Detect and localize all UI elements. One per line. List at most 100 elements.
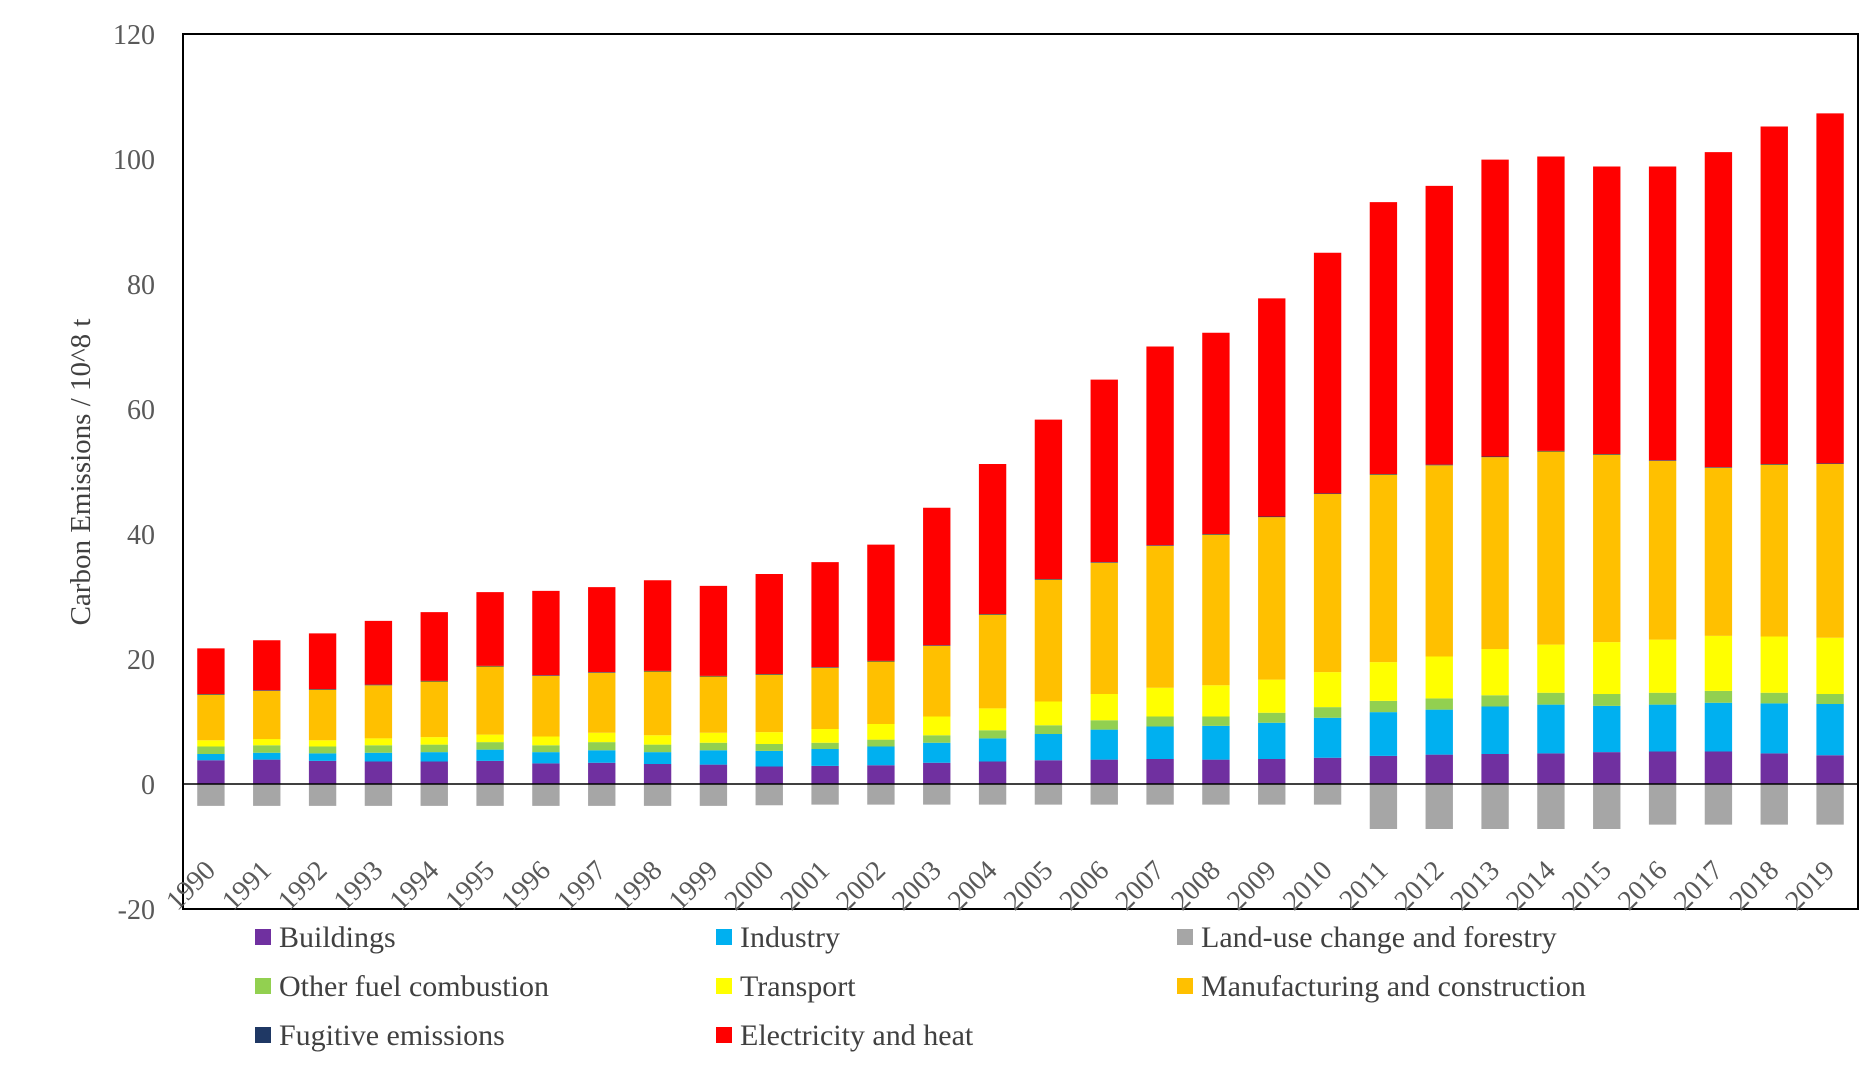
bar-segment-industry-2004	[978, 738, 1007, 762]
bar-segment-electricity-and-heat-2009	[1258, 298, 1286, 517]
bar-segment-other-fuel-combustion-2005	[1034, 725, 1063, 734]
bar-segment-manufacturing-and-construction-2001	[811, 667, 839, 729]
bar-segment-manufacturing-and-construction-1996	[532, 675, 560, 737]
bar-segment-buildings-1991	[253, 759, 281, 785]
bar-segment-electricity-and-heat-1998	[643, 580, 672, 671]
bar-segment-buildings-2017	[1704, 751, 1733, 784]
bar-segment-land-use-change-and-forestry-2010	[1313, 784, 1342, 805]
x-tick-label: 1995	[440, 855, 502, 917]
x-tick-label: 1992	[272, 855, 334, 917]
bar-segment-transport-2004	[978, 708, 1007, 731]
x-tick-label: 2014	[1500, 855, 1562, 917]
bar-segment-industry-2008	[1202, 725, 1230, 760]
bar-segment-other-fuel-combustion-2018	[1760, 692, 1788, 704]
bar-segment-industry-1998	[643, 752, 672, 765]
bar-segment-land-use-change-and-forestry-2000	[755, 784, 783, 806]
bar-segment-fugitive-emissions-1996	[532, 675, 560, 676]
bar-segment-transport-2019	[1816, 637, 1844, 694]
bar-segment-electricity-and-heat-2018	[1760, 126, 1788, 464]
bar-segment-fugitive-emissions-2002	[867, 660, 895, 662]
bar-segment-buildings-2002	[867, 765, 895, 784]
bar-segment-other-fuel-combustion-2017	[1704, 690, 1733, 703]
bar-segment-other-fuel-combustion-2003	[923, 735, 951, 743]
bar-segment-manufacturing-and-construction-1993	[364, 685, 393, 739]
x-tick-label: 2002	[830, 855, 892, 917]
bar-segment-electricity-and-heat-1990	[197, 648, 225, 694]
legend-label: Manufacturing and construction	[1201, 970, 1586, 1003]
bar-segment-fugitive-emissions-2008	[1202, 534, 1230, 535]
x-tick-label: 2011	[1334, 855, 1395, 916]
bar-segment-other-fuel-combustion-1997	[588, 742, 616, 751]
bar-segment-electricity-and-heat-2012	[1425, 185, 1453, 465]
legend-swatch	[716, 1027, 732, 1043]
legend-item: Land-use change and forestry	[1177, 921, 1557, 954]
bar-segment-transport-2007	[1146, 687, 1174, 717]
bar-segment-manufacturing-and-construction-2006	[1090, 562, 1118, 694]
x-tick-label: 2009	[1221, 855, 1283, 917]
bar-segment-buildings-1999	[699, 764, 728, 784]
bar-segment-other-fuel-combustion-1998	[643, 744, 672, 753]
bar-segment-industry-1990	[197, 754, 225, 761]
bar-segment-transport-1997	[588, 732, 616, 743]
bar-segment-transport-2016	[1648, 639, 1677, 693]
bar-segment-other-fuel-combustion-2019	[1816, 694, 1844, 704]
bar-segment-manufacturing-and-construction-2005	[1034, 579, 1063, 702]
bar-segment-land-use-change-and-forestry-1994	[420, 784, 448, 806]
y-tick-label: -20	[118, 895, 155, 926]
bar-segment-manufacturing-and-construction-2002	[867, 661, 895, 724]
bar-segment-industry-1999	[699, 750, 728, 765]
bar-segment-industry-2001	[811, 749, 839, 766]
bar-segment-buildings-2007	[1146, 759, 1174, 784]
bar-segment-other-fuel-combustion-2007	[1146, 716, 1174, 727]
legend-item: Industry	[716, 921, 840, 954]
bar-segment-fugitive-emissions-2013	[1481, 456, 1509, 458]
y-axis-title: Carbon Emissions / 10^8 t	[65, 319, 97, 626]
bar-segment-transport-2005	[1034, 701, 1063, 726]
bar-segment-buildings-1995	[476, 760, 504, 785]
legend-swatch	[1177, 978, 1193, 994]
plot-area-frame	[182, 33, 1859, 910]
bar-segment-industry-1994	[420, 752, 448, 762]
bar-segment-manufacturing-and-construction-1992	[308, 689, 337, 741]
bar-segment-manufacturing-and-construction-1997	[588, 672, 616, 733]
y-tick-label: 20	[127, 645, 155, 676]
bar-segment-fugitive-emissions-2000	[755, 674, 783, 675]
bar-segment-transport-2006	[1090, 694, 1118, 721]
bar-segment-electricity-and-heat-2000	[755, 574, 783, 674]
bar-segment-electricity-and-heat-1991	[253, 640, 281, 691]
bar-segment-land-use-change-and-forestry-2004	[978, 784, 1007, 805]
bar-segment-buildings-2019	[1816, 755, 1844, 784]
bar-segment-electricity-and-heat-2015	[1593, 166, 1621, 454]
bar-segment-transport-2001	[811, 729, 839, 743]
x-tick-label: 2001	[775, 855, 837, 917]
bar-segment-electricity-and-heat-2014	[1537, 156, 1565, 451]
bar-segment-industry-2017	[1704, 702, 1733, 752]
bar-segment-buildings-2001	[811, 765, 839, 785]
bar-segment-industry-2000	[755, 750, 783, 767]
bar-segment-industry-1996	[532, 752, 560, 764]
bar-segment-fugitive-emissions-2016	[1648, 460, 1677, 461]
bar-segment-transport-1991	[253, 739, 281, 746]
bar-segment-industry-2010	[1313, 717, 1342, 758]
bar-segment-transport-2002	[867, 724, 895, 740]
bar-segment-other-fuel-combustion-1994	[420, 744, 448, 753]
bar-segment-land-use-change-and-forestry-1996	[532, 784, 560, 806]
bar-segment-other-fuel-combustion-2013	[1481, 695, 1509, 707]
bar-segment-electricity-and-heat-2011	[1369, 202, 1398, 475]
legend-swatch	[255, 929, 271, 945]
bar-segment-other-fuel-combustion-2016	[1648, 692, 1677, 705]
bar-segment-industry-2012	[1425, 709, 1453, 755]
bar-segment-other-fuel-combustion-2015	[1593, 694, 1621, 706]
bar-segment-industry-1993	[364, 752, 393, 762]
bar-segment-manufacturing-and-construction-2017	[1704, 467, 1733, 636]
bar-segment-buildings-2010	[1313, 757, 1342, 784]
y-tick-label: 0	[141, 770, 155, 801]
bar-segment-transport-2003	[923, 716, 951, 736]
bar-segment-fugitive-emissions-1990	[197, 694, 225, 695]
bar-segment-buildings-2018	[1760, 753, 1788, 784]
bar-segment-fugitive-emissions-2004	[978, 614, 1007, 615]
bar-segment-fugitive-emissions-2006	[1090, 562, 1118, 563]
x-tick-label: 1990	[160, 855, 222, 917]
bar-segment-manufacturing-and-construction-1991	[253, 690, 281, 740]
bar-segment-buildings-2000	[755, 766, 783, 784]
